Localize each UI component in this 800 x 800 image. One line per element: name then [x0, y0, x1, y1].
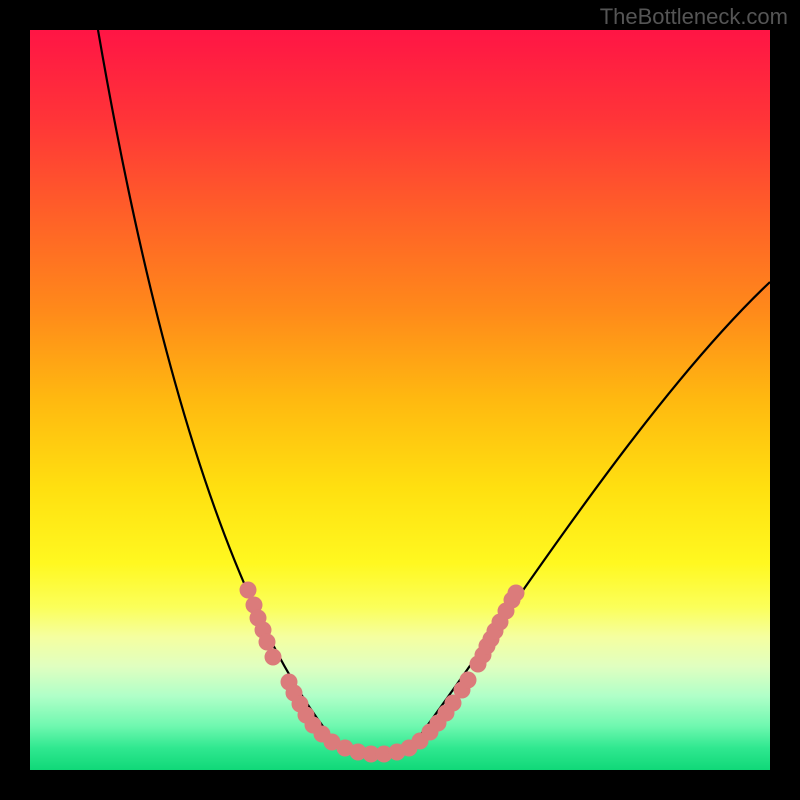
plot-area — [30, 30, 770, 770]
data-dot — [508, 585, 525, 602]
data-dot — [460, 672, 477, 689]
data-dot — [240, 582, 257, 599]
watermark-text: TheBottleneck.com — [600, 4, 788, 30]
gradient-background — [30, 30, 770, 770]
data-dot — [259, 634, 276, 651]
data-dot — [265, 649, 282, 666]
plot-svg — [30, 30, 770, 770]
